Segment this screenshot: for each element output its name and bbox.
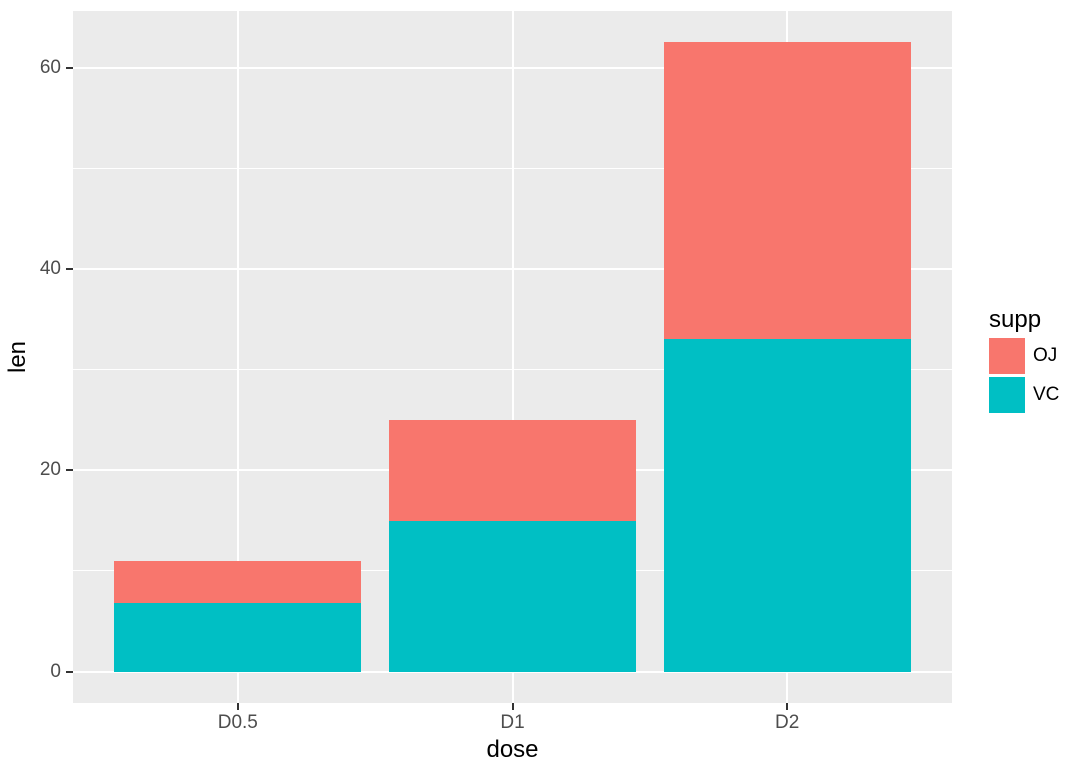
bar-segment-vc-d2 [663,339,911,672]
x-tick-label-D0.5: D0.5 [217,712,258,733]
x-tick-mark-D2 [786,703,789,710]
x-axis-title: dose [486,736,539,763]
legend-items: OJ VC [989,338,1059,413]
x-tick-label-D1: D1 [500,712,525,733]
y-axis-title: len [4,340,31,374]
x-tick-mark-D1 [511,703,514,710]
bar-segment-oj-d2 [663,42,911,340]
legend-label-vc: VC [1033,384,1060,405]
y-tick-mark-60 [66,66,73,69]
bar-segment-oj-d0.5 [114,560,362,604]
legend-item-oj: OJ [989,338,1059,374]
legend: supp OJ VC [989,306,1059,413]
legend-title: supp [989,306,1042,333]
x-tick-label-D2: D2 [775,712,800,733]
legend-swatch-vc [989,377,1025,413]
bar-segment-vc-d0.5 [114,603,362,672]
y-tick-label-0: 0 [50,660,61,682]
legend-item-vc: VC [989,377,1059,413]
x-tick-mark-D0.5 [236,703,239,710]
bar-segment-vc-d1 [388,520,637,672]
legend-label-oj: OJ [1033,345,1058,366]
y-tick-mark-0 [66,670,73,673]
y-tick-mark-40 [66,267,73,270]
legend-swatch-oj [989,338,1025,374]
y-tick-mark-20 [66,469,73,472]
gridline-major-x-D0.5 [236,11,239,703]
y-tick-label-60: 60 [39,56,61,78]
y-tick-label-40: 40 [39,257,61,279]
y-tick-label-20: 20 [39,459,61,481]
gridline-major-x-D1 [511,11,514,703]
bar-segment-oj-d1 [388,419,637,521]
plot-panel [73,11,952,703]
